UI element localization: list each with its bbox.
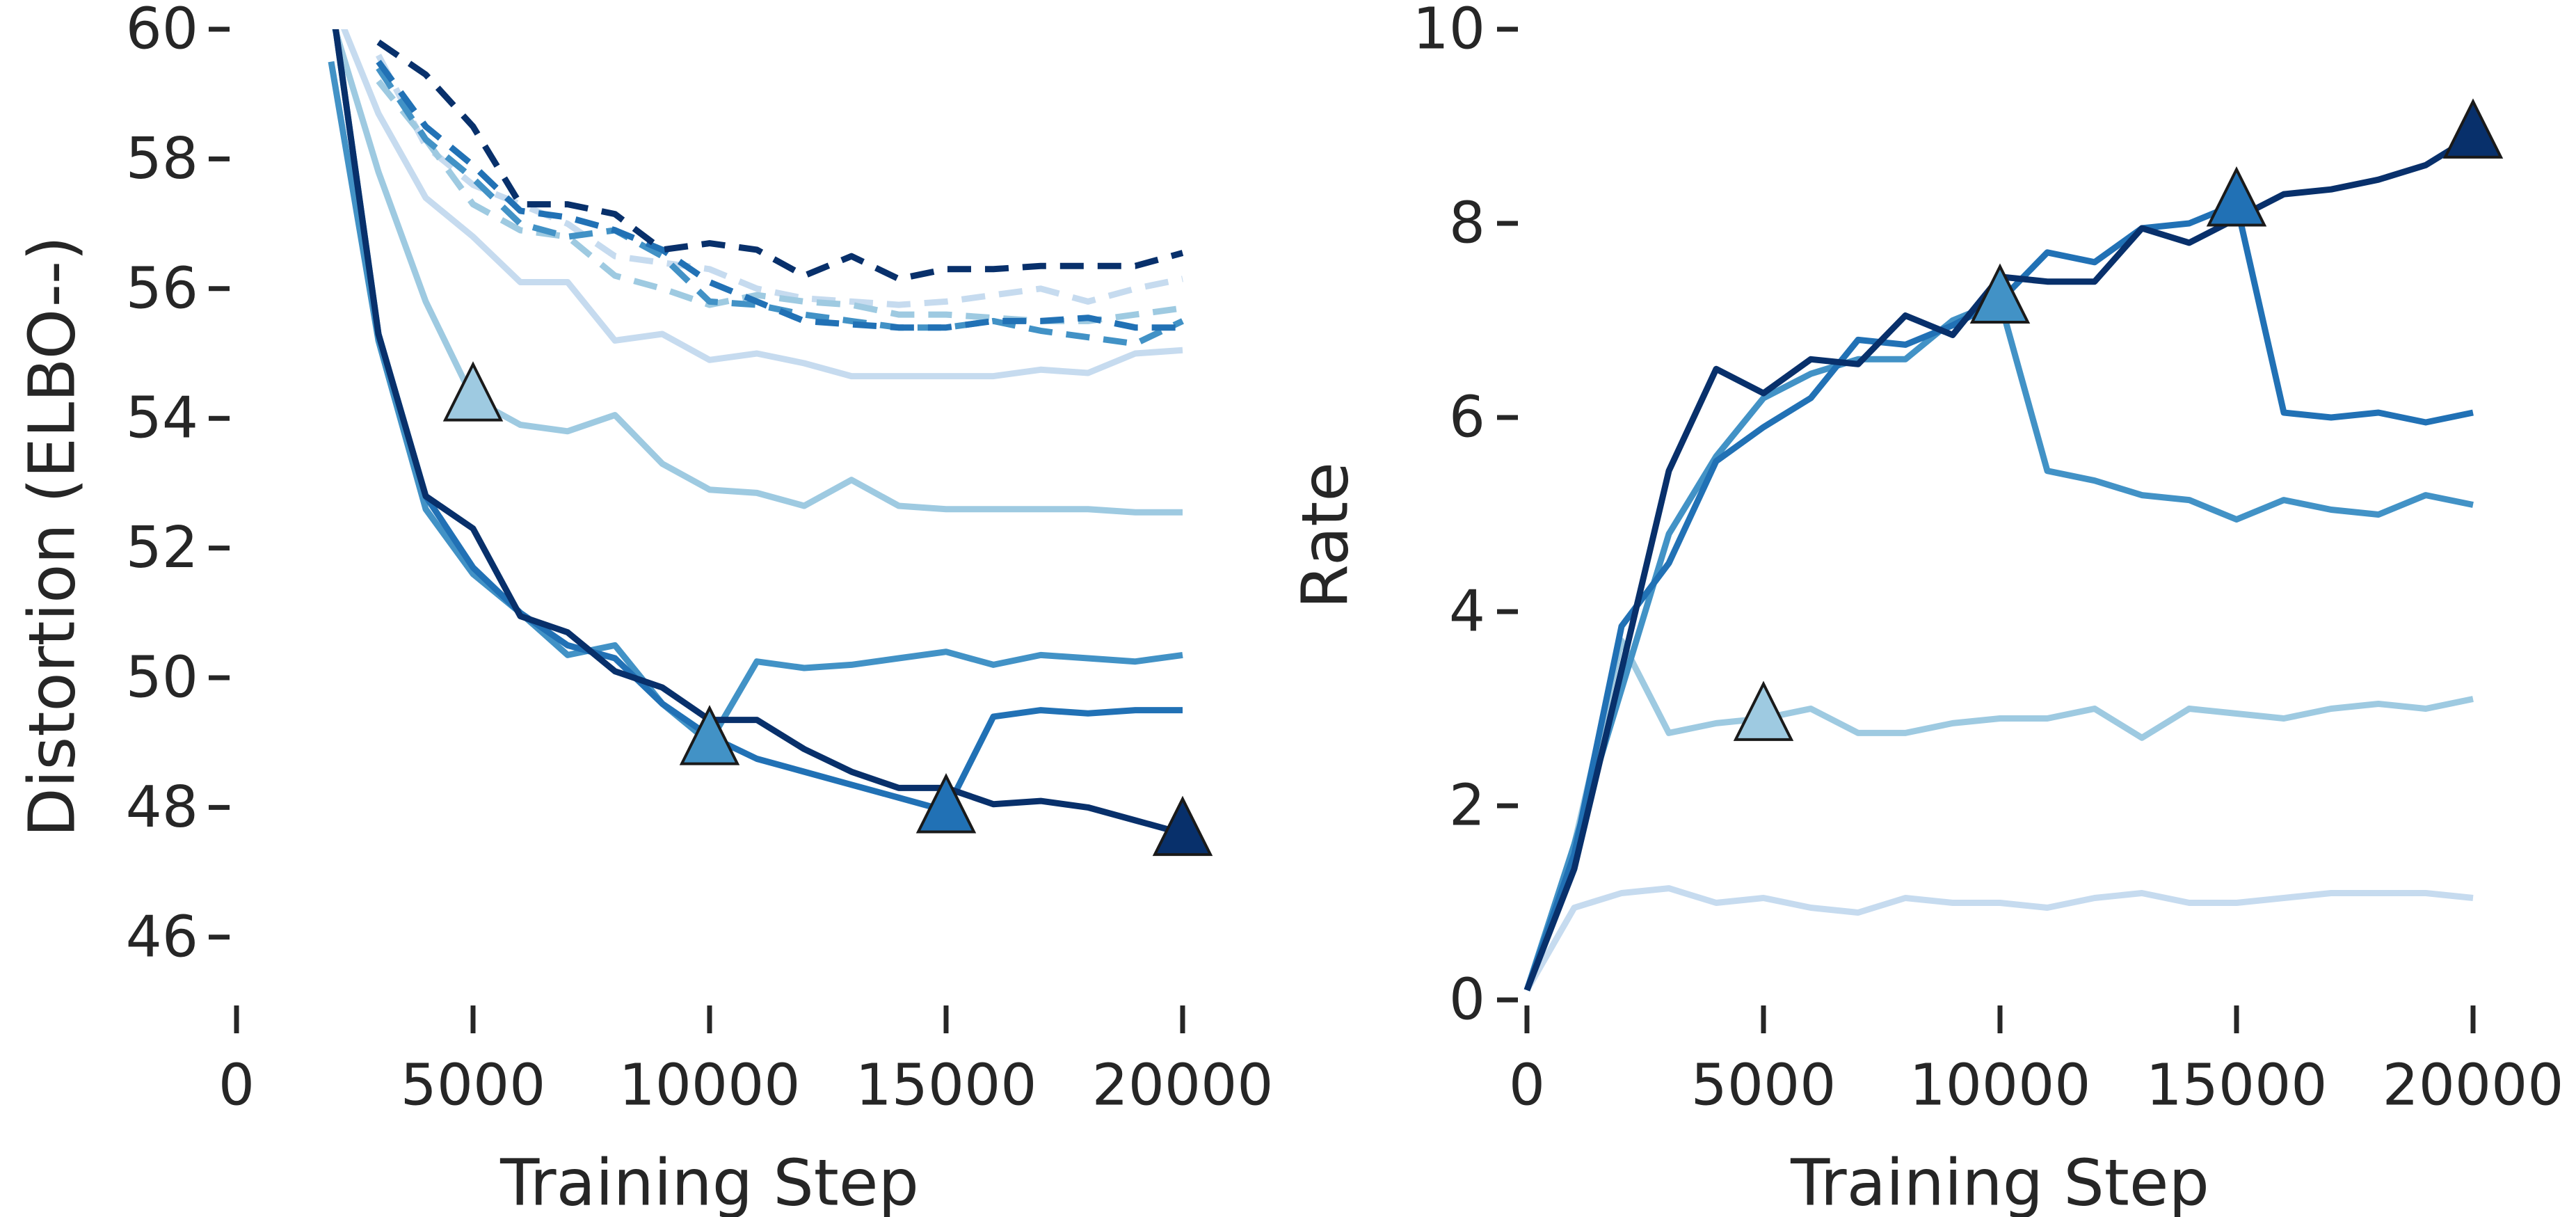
x-tick-label: 20000: [2383, 1053, 2564, 1119]
y-tick-label: 8: [1449, 191, 1485, 257]
run-3-test-distortion-line: [376, 66, 1184, 347]
triangle-marker: [1152, 795, 1213, 857]
y-tick-label: 4: [1449, 579, 1485, 645]
triangle-marker: [1733, 681, 1794, 741]
rate-panel: 0 2 4 6 8 10 0 5000 10000 15000 20000 Training Step…: [1288, 0, 2564, 1217]
run-2-distortion-line: [331, 29, 1183, 516]
x-tick-label: 0: [218, 1053, 255, 1119]
run-5-distortion-line: [332, 29, 1184, 837]
triangle-marker: [2206, 166, 2267, 227]
run-2-rate-line: [1523, 637, 2474, 992]
x-tick-label: 5000: [1691, 1053, 1837, 1119]
x-tick-label: 15000: [2146, 1053, 2328, 1119]
y-tick-label: 48: [126, 774, 198, 841]
run-2-test-distortion-line: [376, 79, 1183, 324]
y-tick-label: 6: [1449, 385, 1485, 451]
run-4-distortion-line: [332, 29, 1183, 814]
y-tick-label: 54: [126, 385, 198, 452]
y-tick-label: 0: [1449, 967, 1485, 1033]
x-tick-label: 5000: [401, 1053, 546, 1119]
distortion-panel: 46 48 50 52 54 56 58 60 0 5000 10000 15000 20000 Trai…: [15, 0, 1274, 1217]
triangle-marker: [1969, 263, 2031, 324]
y-tick-label: 50: [126, 645, 198, 711]
run-3-distortion-line: [328, 61, 1183, 746]
x-tick-label: 10000: [1910, 1053, 2091, 1119]
y-tick-label: 46: [126, 904, 198, 970]
x-tick-label: 20000: [1092, 1053, 1274, 1119]
run-5-test-distortion-line: [376, 39, 1184, 283]
x-tick-label: 10000: [619, 1053, 801, 1119]
triangle-marker: [442, 361, 504, 422]
y-tick-label: 56: [126, 255, 198, 321]
y-tick-label: 60: [126, 0, 198, 63]
run-1-rate-line: [1524, 885, 2474, 992]
y-tick-label: 2: [1449, 773, 1485, 839]
y-tick-label: 10: [1413, 0, 1485, 63]
y-axis-title: Rate: [1288, 462, 1363, 609]
x-axis-title: Training Step: [1790, 1146, 2209, 1217]
x-tick-label: 0: [1509, 1053, 1545, 1119]
triangle-marker: [2442, 98, 2504, 159]
x-tick-label: 15000: [856, 1053, 1037, 1119]
y-axis-title: Distortion (ELBO--): [15, 236, 90, 837]
series-group: [328, 29, 1184, 837]
triangle-marker: [915, 773, 977, 834]
y-tick-label: 58: [126, 126, 198, 192]
x-axis-title: Training Step: [499, 1146, 919, 1217]
triangle-marker: [679, 705, 740, 765]
run-1-distortion-line: [341, 29, 1183, 380]
y-tick-label: 52: [126, 515, 198, 581]
run-4-test-distortion-line: [376, 59, 1183, 331]
